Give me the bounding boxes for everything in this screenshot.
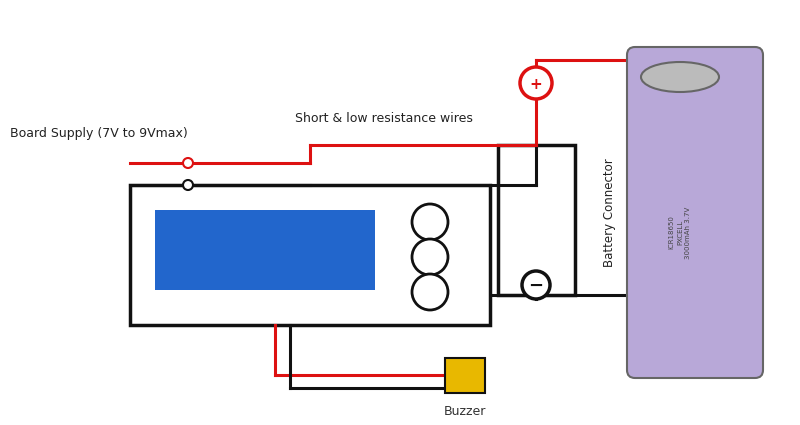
Circle shape [520,67,552,99]
Circle shape [412,274,448,310]
Circle shape [412,204,448,240]
Circle shape [183,180,193,190]
Text: Battery Connector: Battery Connector [603,158,617,267]
Bar [155,210,375,290]
Text: −: − [529,277,543,295]
Text: Board Supply (7V to 9Vmax): Board Supply (7V to 9Vmax) [10,127,188,139]
Text: Short & low resistance wires: Short & low resistance wires [295,111,473,125]
Ellipse shape [641,62,719,92]
Text: ICR18650
PXCELL
3000mAh 3.7V: ICR18650 PXCELL 3000mAh 3.7V [669,207,691,259]
Circle shape [522,271,550,299]
Bar [445,358,485,393]
Bar [130,185,490,325]
Text: Buzzer: Buzzer [444,405,486,418]
Circle shape [183,158,193,168]
Bar [498,145,575,295]
Circle shape [412,239,448,275]
Text: +: + [530,76,542,91]
FancyBboxPatch shape [627,47,763,378]
